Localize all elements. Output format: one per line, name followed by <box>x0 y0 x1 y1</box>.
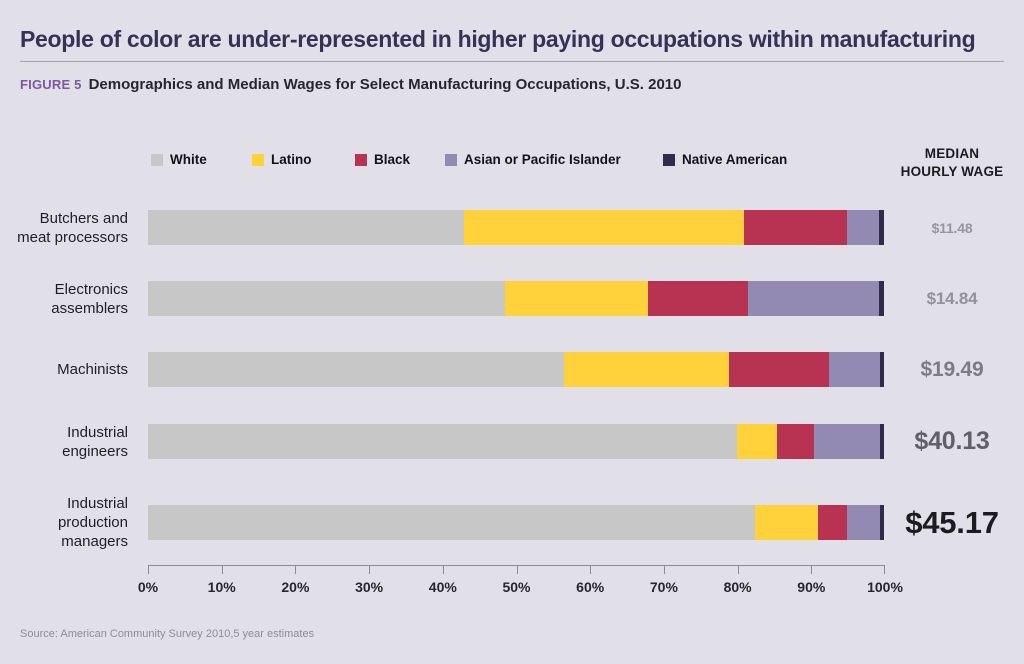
x-axis-tick <box>442 566 444 574</box>
stacked-bar <box>148 424 884 459</box>
bar-segment-asian-or-pacific-islander <box>847 210 879 245</box>
legend-label: White <box>170 152 207 167</box>
x-axis-tick-label: 0% <box>137 579 159 595</box>
median-wage-value: $40.13 <box>914 427 990 455</box>
legend-item: Asian or Pacific Islander <box>445 152 621 167</box>
bar-segment-asian-or-pacific-islander <box>747 281 879 316</box>
category-label: Industrial production managers <box>57 495 128 550</box>
bar-segment-black <box>729 352 829 387</box>
x-axis-tick-label: 90% <box>797 579 826 595</box>
category-label: Machinists <box>57 361 128 378</box>
legend-label: Black <box>374 152 411 167</box>
bar-segment-asian-or-pacific-islander <box>814 424 881 459</box>
bar-segment-black <box>777 424 815 459</box>
legend-swatch-icon <box>355 153 367 166</box>
stacked-bar <box>148 281 884 316</box>
x-axis-tick-label: 30% <box>355 579 384 595</box>
legend-swatch-icon <box>663 153 675 166</box>
bar-segment-native-american <box>880 424 884 459</box>
x-axis-tick-label: 40% <box>428 579 457 595</box>
bar-segment-latino <box>736 424 778 459</box>
bar-segment-white <box>148 210 465 245</box>
bar-segment-native-american <box>880 352 884 387</box>
figure-number-label: FIGURE 5 <box>20 77 82 92</box>
category-label: Industrial engineers <box>62 423 128 460</box>
x-axis-tick <box>884 566 885 574</box>
title-divider <box>20 61 1004 62</box>
bar-segment-white <box>148 352 564 387</box>
legend-label: Native American <box>682 152 788 167</box>
x-axis-tick <box>811 566 813 574</box>
legend-item: White <box>151 152 207 167</box>
bar-segment-asian-or-pacific-islander <box>847 505 881 540</box>
x-axis-tick-label: 100% <box>867 579 903 595</box>
bar-segment-native-american <box>878 210 884 245</box>
stacked-bar <box>148 505 884 540</box>
median-wage-value: $19.49 <box>920 357 984 381</box>
median-wage-column-header: MEDIAN HOURLY WAGE <box>900 146 1004 179</box>
legend-item: Black <box>355 152 410 167</box>
x-axis-tick-label: 60% <box>576 579 605 595</box>
x-axis-tick-label: 50% <box>502 579 531 595</box>
stacked-bar <box>148 210 884 245</box>
bar-segment-latino <box>755 505 818 540</box>
x-axis-tick <box>369 566 371 574</box>
figure-caption: FIGURE 5 Demographics and Median Wages fo… <box>20 76 681 93</box>
legend-swatch-icon <box>252 153 264 166</box>
bar-segment-native-american <box>878 281 884 316</box>
bar-segment-white <box>148 505 756 540</box>
bar-segment-latino <box>563 352 730 387</box>
x-axis-tick <box>295 566 297 574</box>
x-axis-tick <box>663 566 665 574</box>
bar-segment-white <box>148 424 737 459</box>
x-axis-tick <box>221 566 223 574</box>
x-axis-tick-label: 70% <box>649 579 678 595</box>
x-axis-tick <box>148 566 149 574</box>
x-axis-tick <box>516 566 518 574</box>
x-axis-tick-label: 20% <box>281 579 310 595</box>
x-axis: 0% 10% 20% 30% 40% 50% 60% 70% 80% 90% 100% <box>138 565 903 595</box>
median-wage-value: $11.48 <box>931 219 973 236</box>
bar-segment-latino <box>464 210 745 245</box>
figure-caption-text: Demographics and Median Wages for Select… <box>88 76 682 93</box>
legend-item: Native American <box>663 152 787 167</box>
bar-segment-native-american <box>880 505 884 540</box>
median-wage-value: $14.84 <box>926 288 978 308</box>
stacked-bar <box>148 352 884 387</box>
bar-segment-black <box>744 210 848 245</box>
legend-swatch-icon <box>151 153 163 166</box>
bar-segment-black <box>817 505 848 540</box>
legend-item: Latino <box>252 152 312 167</box>
median-wage-value: $45.17 <box>905 504 999 540</box>
bar-segment-latino <box>504 281 649 316</box>
source-note: Source: American Community Survey 2010,5… <box>20 628 315 640</box>
x-axis-tick <box>737 566 739 574</box>
bar-segment-white <box>148 281 505 316</box>
x-axis-tick <box>590 566 592 574</box>
bar-segment-black <box>648 281 748 316</box>
x-axis-tick-label: 80% <box>723 579 752 595</box>
category-label: Butchers and meat processors <box>17 209 128 246</box>
page-title: People of color are under-represented in… <box>20 26 976 52</box>
x-axis-tick-label: 10% <box>207 579 236 595</box>
legend-label: Latino <box>271 152 312 167</box>
legend-label: Asian or Pacific Islander <box>464 152 621 167</box>
bar-segment-asian-or-pacific-islander <box>828 352 881 387</box>
legend-swatch-icon <box>445 153 457 166</box>
category-label: Electronics assemblers <box>51 280 128 317</box>
